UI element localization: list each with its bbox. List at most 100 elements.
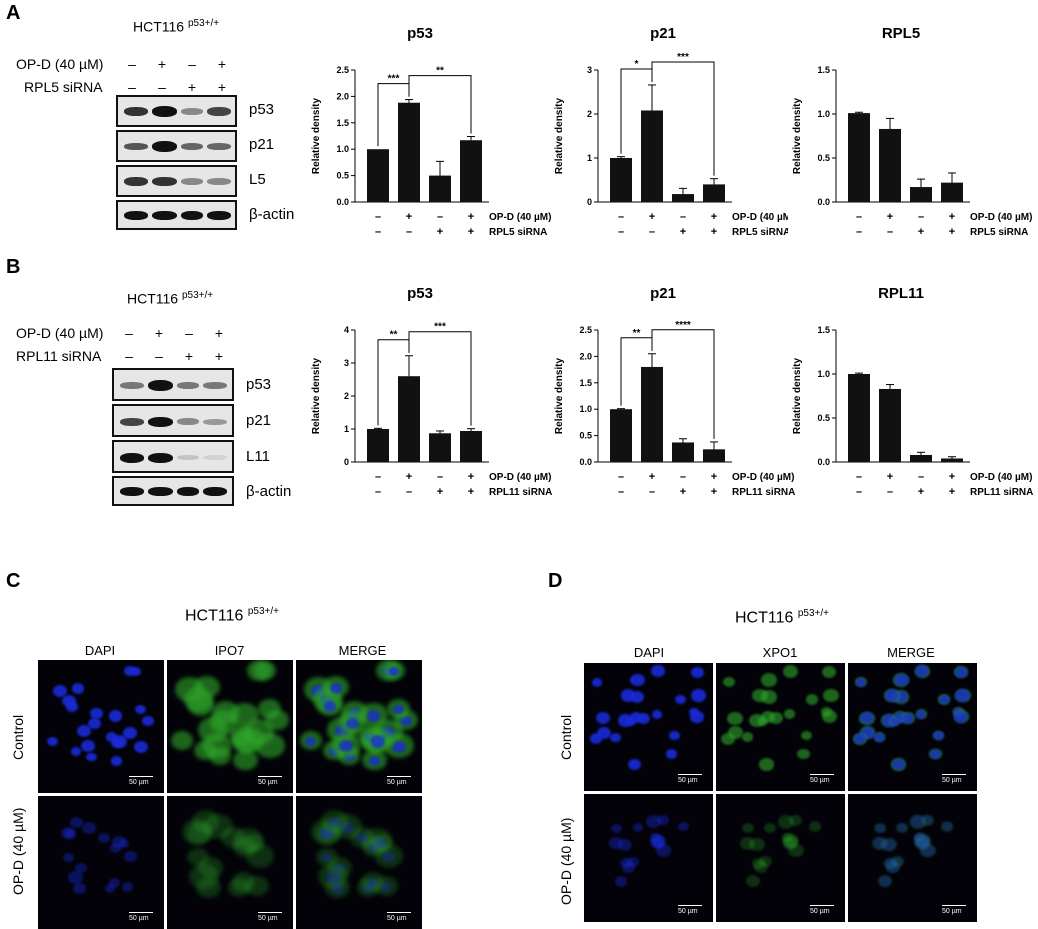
scale-bar: 50 µm bbox=[129, 912, 153, 922]
sign-label: + bbox=[406, 211, 412, 223]
nucleus bbox=[690, 666, 704, 678]
row-label-opd: OP-D (40 µM) bbox=[558, 817, 574, 905]
sign-label: + bbox=[949, 226, 955, 238]
nucleus bbox=[914, 833, 925, 842]
sign: – bbox=[125, 348, 133, 364]
micrograph-dapi-control: 50 µm bbox=[38, 660, 164, 793]
sign-label: – bbox=[375, 211, 381, 223]
cell-stain bbox=[318, 863, 349, 890]
nucleus bbox=[859, 712, 874, 725]
nucleus bbox=[915, 837, 929, 850]
cell-stain bbox=[182, 819, 212, 845]
sign-label: + bbox=[468, 226, 474, 238]
significance-label: ** bbox=[390, 330, 398, 341]
bar bbox=[429, 433, 451, 462]
cell-line-name: HCT116 bbox=[185, 607, 244, 625]
cell-stain bbox=[192, 810, 219, 833]
nucleus bbox=[355, 833, 368, 844]
nucleus bbox=[75, 863, 88, 874]
nucleus bbox=[921, 815, 934, 826]
bar bbox=[367, 149, 389, 202]
nucleus bbox=[933, 731, 944, 740]
nucleus bbox=[362, 883, 374, 893]
blot-row-label: p21 bbox=[249, 136, 275, 153]
blot-row-label: L11 bbox=[246, 448, 270, 465]
significance-label: *** bbox=[388, 74, 400, 85]
column-header: IPO7 bbox=[214, 643, 245, 658]
nucleus bbox=[874, 823, 886, 833]
scale-bar: 50 µm bbox=[129, 776, 153, 786]
chart-title: RPL11 bbox=[878, 285, 924, 302]
cell-stain bbox=[254, 661, 276, 680]
nucleus bbox=[614, 875, 628, 887]
cell-stain bbox=[753, 861, 768, 874]
scale-bar: 50 µm bbox=[810, 905, 834, 915]
cell-stain bbox=[781, 832, 794, 843]
nucleus bbox=[391, 740, 406, 753]
y-tick-label: 2.0 bbox=[336, 91, 349, 101]
sign-label: – bbox=[856, 471, 862, 483]
sign-label: – bbox=[618, 486, 624, 498]
cell-stain bbox=[800, 730, 813, 741]
scale-bar: 50 µm bbox=[387, 776, 411, 786]
cell-stain bbox=[751, 857, 765, 869]
nucleus bbox=[118, 839, 129, 849]
nucleus bbox=[910, 815, 926, 829]
nucleus bbox=[677, 821, 689, 832]
y-axis-label: Relative density bbox=[792, 97, 803, 174]
nucleus bbox=[916, 709, 927, 719]
bar bbox=[910, 187, 932, 202]
cell-stain bbox=[315, 823, 340, 844]
cell-stain bbox=[349, 826, 375, 848]
sign-label: + bbox=[949, 486, 955, 498]
blot-row-label: L5 bbox=[249, 171, 266, 188]
chart-title: RPL5 bbox=[882, 25, 920, 42]
nucleus bbox=[379, 882, 392, 893]
sign-label: + bbox=[918, 226, 924, 238]
sign-label: + bbox=[711, 486, 717, 498]
bar bbox=[460, 430, 482, 462]
cell-stain bbox=[885, 861, 900, 874]
x-row-label: OP-D (40 µM) bbox=[970, 212, 1032, 223]
nucleus bbox=[651, 837, 665, 850]
nucleus bbox=[610, 823, 622, 833]
sign-label: – bbox=[375, 486, 381, 498]
sign-label: – bbox=[618, 226, 624, 238]
bar-chart-b-rpl11: RPL11 Relative density 0.0 0.5 1.0 1.5 – – + – – + +… bbox=[792, 285, 1033, 498]
y-tick-label: 4 bbox=[344, 325, 349, 335]
cell-stain bbox=[233, 828, 263, 854]
cell-stain bbox=[781, 833, 798, 848]
nucleus bbox=[954, 711, 968, 723]
y-tick-label: 3 bbox=[587, 65, 592, 75]
nucleus bbox=[920, 844, 935, 857]
y-tick-label: 1.0 bbox=[336, 144, 349, 154]
nucleus bbox=[650, 833, 661, 842]
blot-row-label: β-actin bbox=[246, 483, 292, 500]
nucleus bbox=[916, 836, 931, 848]
sign-label: + bbox=[468, 471, 474, 483]
sign: – bbox=[158, 79, 166, 95]
bar bbox=[460, 140, 482, 202]
cell-stain bbox=[324, 876, 351, 899]
nucleus bbox=[652, 836, 667, 848]
nucleus bbox=[388, 666, 399, 676]
micrograph-stain-treated: 50 µm bbox=[167, 796, 293, 929]
nucleus bbox=[77, 725, 92, 738]
bar bbox=[398, 102, 420, 202]
y-tick-label: 0.0 bbox=[817, 457, 830, 467]
nucleus bbox=[71, 683, 85, 694]
micrograph-merge-control: 50 µm bbox=[296, 660, 422, 793]
y-tick-label: 0 bbox=[344, 457, 349, 467]
nucleus bbox=[122, 726, 138, 740]
nucleus bbox=[901, 712, 915, 724]
nucleus bbox=[691, 689, 706, 702]
nucleus bbox=[891, 759, 906, 771]
nucleus bbox=[70, 816, 83, 828]
cell-stain bbox=[361, 872, 385, 893]
y-tick-label: 1.5 bbox=[336, 118, 349, 128]
y-tick-label: 1.0 bbox=[817, 109, 830, 119]
sign-label: – bbox=[375, 226, 381, 238]
nucleus bbox=[674, 695, 686, 705]
bar bbox=[672, 194, 694, 202]
nucleus bbox=[130, 666, 141, 676]
